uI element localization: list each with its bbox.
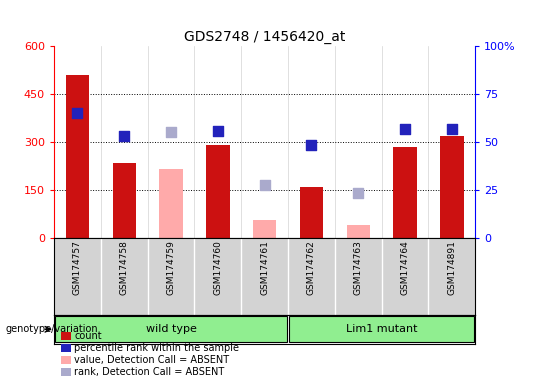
Bar bbox=[253, 220, 276, 238]
Point bbox=[73, 110, 82, 116]
Bar bbox=[347, 225, 370, 238]
Bar bbox=[300, 187, 323, 238]
Text: Lim1 mutant: Lim1 mutant bbox=[346, 324, 417, 334]
Bar bbox=[440, 136, 463, 238]
Text: GSM174762: GSM174762 bbox=[307, 240, 316, 295]
Text: GSM174891: GSM174891 bbox=[447, 240, 456, 295]
Point bbox=[307, 142, 316, 148]
Point bbox=[213, 128, 222, 134]
Text: GSM174763: GSM174763 bbox=[354, 240, 363, 295]
Bar bbox=[159, 169, 183, 238]
Legend: count, percentile rank within the sample, value, Detection Call = ABSENT, rank, : count, percentile rank within the sample… bbox=[59, 329, 241, 379]
Bar bbox=[66, 75, 89, 238]
Text: GSM174758: GSM174758 bbox=[120, 240, 129, 295]
Title: GDS2748 / 1456420_at: GDS2748 / 1456420_at bbox=[184, 30, 345, 44]
Text: GSM174760: GSM174760 bbox=[213, 240, 222, 295]
Point bbox=[120, 132, 129, 139]
Text: wild type: wild type bbox=[146, 324, 197, 334]
Point bbox=[354, 190, 362, 196]
Bar bbox=[206, 145, 230, 238]
Text: GSM174757: GSM174757 bbox=[73, 240, 82, 295]
Point bbox=[448, 126, 456, 132]
Bar bbox=[55, 316, 287, 342]
Point bbox=[260, 182, 269, 188]
Point bbox=[401, 126, 409, 132]
Text: GSM174764: GSM174764 bbox=[401, 240, 409, 295]
Text: genotype/variation: genotype/variation bbox=[5, 324, 98, 334]
Bar bbox=[393, 147, 417, 238]
Bar bbox=[289, 316, 474, 342]
Text: GSM174759: GSM174759 bbox=[166, 240, 176, 295]
Text: GSM174761: GSM174761 bbox=[260, 240, 269, 295]
Point bbox=[167, 129, 176, 136]
Bar bbox=[112, 163, 136, 238]
